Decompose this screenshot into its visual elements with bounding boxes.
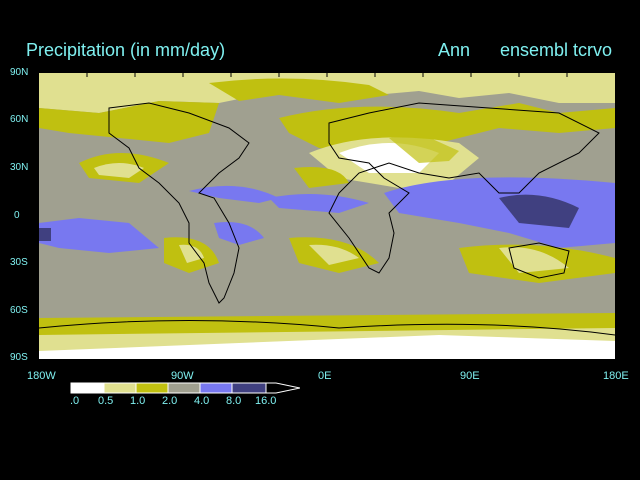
lat-label: 60S: [10, 305, 28, 316]
legend-label: 0.5: [98, 395, 114, 407]
legend-color-box: [167, 382, 201, 394]
lat-label: 90N: [10, 67, 29, 78]
precipitation-map: [39, 73, 615, 359]
lon-label: 90W: [171, 370, 194, 382]
lon-label: 0E: [318, 370, 332, 382]
lon-label: 180E: [603, 370, 629, 382]
legend-label: 8.0: [226, 395, 242, 407]
lon-label: 90E: [460, 370, 480, 382]
plot-title: Precipitation (in mm/day): [26, 40, 226, 60]
legend-color-box: [70, 382, 105, 394]
lon-label: 180W: [27, 370, 56, 382]
lat-label: 90S: [10, 352, 28, 363]
legend-color-box: [135, 382, 169, 394]
season-label: Ann: [438, 40, 471, 60]
legend-arrow: [265, 382, 300, 394]
legend-color-box: [199, 382, 233, 394]
legend-color-box: [103, 382, 137, 394]
legend-label: .0: [70, 395, 80, 407]
color-legend: [70, 382, 300, 394]
lat-label: 60N: [10, 114, 29, 125]
run-label: ensembl tcrvo: [500, 40, 613, 60]
legend-label: 4.0: [194, 395, 210, 407]
legend-label: 2.0: [162, 395, 178, 407]
lat-label: 0: [14, 210, 20, 221]
lat-label: 30S: [10, 257, 28, 268]
legend-color-box: [231, 382, 267, 394]
legend-label: 16.0: [255, 395, 277, 407]
lat-label: 30N: [10, 162, 29, 173]
legend-label: 1.0: [130, 395, 146, 407]
